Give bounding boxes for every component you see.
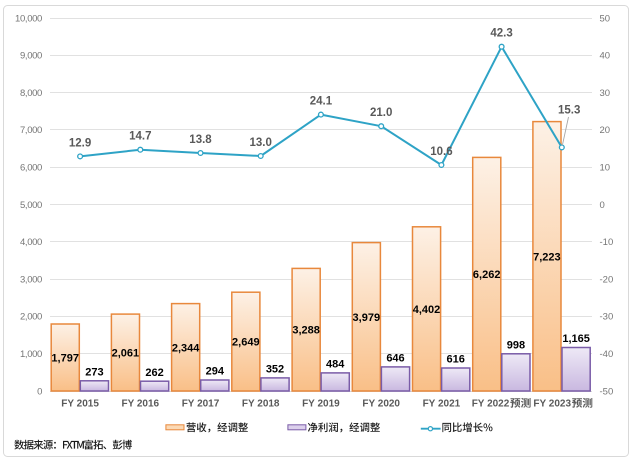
svg-text:2,000: 2,000: [20, 312, 42, 323]
svg-text:273: 273: [85, 367, 103, 379]
svg-text:20: 20: [600, 125, 611, 136]
svg-text:484: 484: [326, 359, 345, 371]
svg-text:13.8: 13.8: [189, 134, 212, 146]
svg-text:7,223: 7,223: [533, 251, 561, 263]
svg-text:50: 50: [600, 13, 611, 24]
svg-text:-40: -40: [600, 349, 614, 360]
svg-text:FY 2017: FY 2017: [182, 399, 220, 410]
svg-text:15.3: 15.3: [558, 105, 580, 117]
svg-text:10: 10: [600, 163, 611, 174]
svg-text:1,797: 1,797: [51, 353, 79, 365]
svg-text:1,165: 1,165: [562, 333, 590, 345]
svg-text:FY 2022: FY 2022: [472, 399, 510, 410]
svg-text:12.9: 12.9: [69, 137, 91, 149]
svg-text:646: 646: [386, 353, 404, 365]
svg-text:352: 352: [266, 364, 284, 376]
svg-text:-30: -30: [600, 312, 614, 323]
svg-text:FY 2018: FY 2018: [242, 399, 280, 410]
svg-text:1,000: 1,000: [20, 349, 42, 360]
svg-text:10.6: 10.6: [430, 146, 452, 158]
svg-text:4,402: 4,402: [413, 304, 441, 316]
svg-text:8,000: 8,000: [20, 88, 42, 99]
svg-text:2,649: 2,649: [232, 337, 260, 349]
svg-text:13.0: 13.0: [250, 137, 272, 149]
svg-text:616: 616: [447, 354, 465, 366]
svg-text:FY 2020: FY 2020: [362, 399, 400, 410]
svg-text:30: 30: [600, 88, 611, 99]
svg-text:FY 2016: FY 2016: [121, 399, 159, 410]
svg-text:9,000: 9,000: [20, 51, 42, 62]
svg-text:FY 2021: FY 2021: [423, 399, 461, 410]
svg-text:6,262: 6,262: [473, 269, 501, 281]
svg-text:3,000: 3,000: [20, 274, 42, 285]
svg-text:-10: -10: [600, 237, 614, 248]
svg-text:262: 262: [145, 367, 163, 379]
svg-text:7,000: 7,000: [20, 125, 42, 136]
svg-text:3,979: 3,979: [353, 312, 381, 324]
svg-text:6,000: 6,000: [20, 163, 42, 174]
svg-text:21.0: 21.0: [370, 107, 392, 119]
svg-text:2,061: 2,061: [112, 348, 140, 360]
svg-text:4,000: 4,000: [20, 237, 42, 248]
svg-text:-50: -50: [600, 386, 614, 397]
svg-text:24.1: 24.1: [310, 96, 333, 108]
svg-text:0: 0: [600, 200, 605, 211]
svg-text:40: 40: [600, 51, 611, 62]
svg-text:FY 2015: FY 2015: [61, 399, 99, 410]
svg-text:5,000: 5,000: [20, 200, 42, 211]
svg-text:14.7: 14.7: [129, 131, 151, 143]
svg-text:FY 2023: FY 2023: [533, 399, 571, 410]
svg-text:998: 998: [507, 340, 525, 352]
svg-text:10,000: 10,000: [15, 13, 42, 24]
svg-text:294: 294: [206, 366, 225, 378]
svg-text:-20: -20: [600, 274, 614, 285]
svg-text:0: 0: [37, 386, 42, 397]
svg-text:FY 2019: FY 2019: [302, 399, 340, 410]
svg-text:3,288: 3,288: [292, 325, 320, 337]
svg-text:2,344: 2,344: [172, 342, 200, 354]
svg-text:42.3: 42.3: [490, 28, 512, 40]
